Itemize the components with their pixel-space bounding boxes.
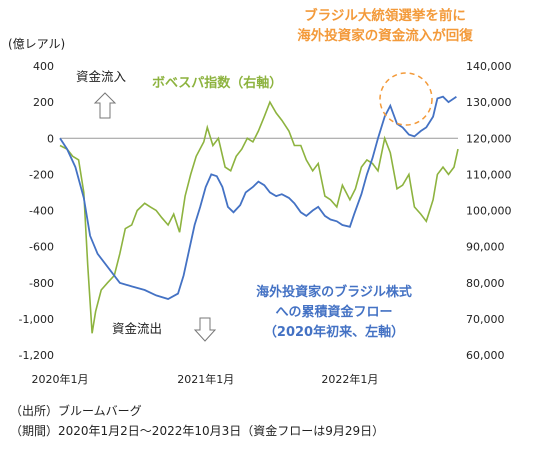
left-tick-label: 400: [33, 60, 54, 73]
outflow-label: 資金流出: [112, 321, 162, 336]
right-tick-label: 110,000: [466, 168, 512, 181]
flow-label-line-3: （2020年初来、左軸）: [264, 324, 404, 340]
bovespa-series-line: [59, 100, 459, 334]
flow-label-line-2: への累積資金フロー: [275, 304, 392, 320]
left-tick-label: 200: [33, 96, 54, 109]
right-axis-ticks: 140,000 130,000 120,000 110,000 100,000 90,00…: [466, 60, 512, 362]
left-axis-unit: (億レアル): [8, 37, 65, 51]
source-note: （出所）ブルームバーグ: [10, 404, 142, 418]
x-axis-ticks: 2020年1月 2021年1月 2022年1月: [32, 372, 379, 386]
right-tick-label: 130,000: [466, 96, 512, 109]
left-tick-label: -1,200: [19, 349, 54, 362]
flow-label-line-1: 海外投資家のブラジル株式: [256, 284, 412, 300]
left-tick-label: -600: [29, 241, 54, 254]
right-tick-label: 60,000: [466, 349, 505, 362]
right-tick-label: 70,000: [466, 313, 505, 326]
left-axis-ticks: 400 200 0 -200 -400 -600 -800 -1,000 -1,200: [19, 60, 54, 362]
right-tick-label: 80,000: [466, 277, 505, 290]
chart: 400 200 0 -200 -400 -600 -800 -1,000 -1,200 140,…: [8, 7, 512, 386]
headline-line-1: ブラジル大統領選挙を前に: [304, 7, 466, 24]
right-tick-label: 100,000: [466, 205, 512, 218]
left-tick-label: -1,000: [19, 313, 54, 326]
right-tick-label: 120,000: [466, 132, 512, 145]
period-note: （期間）2020年1月2日～2022年10月3日（資金フローは9月29日）: [10, 424, 385, 438]
left-tick-label: -200: [29, 168, 54, 181]
headline-line-2: 海外投資家の資金流入が回復: [297, 27, 473, 44]
left-tick-label: -400: [29, 205, 54, 218]
flow-series-line: [59, 95, 457, 300]
highlight-circle: [379, 72, 433, 126]
left-tick-label: 0: [47, 132, 54, 145]
x-tick-label: 2022年1月: [321, 372, 378, 386]
inflow-label: 資金流入: [76, 69, 127, 84]
left-tick-label: -800: [29, 277, 54, 290]
inflow-arrow-icon: [93, 92, 117, 119]
x-tick-label: 2020年1月: [32, 372, 89, 386]
right-tick-label: 140,000: [466, 60, 512, 73]
bovespa-label: ボベスパ指数（右軸）: [152, 75, 282, 91]
right-tick-label: 90,000: [466, 241, 505, 254]
outflow-arrow-icon: [193, 317, 217, 342]
x-tick-label: 2021年1月: [177, 372, 234, 386]
